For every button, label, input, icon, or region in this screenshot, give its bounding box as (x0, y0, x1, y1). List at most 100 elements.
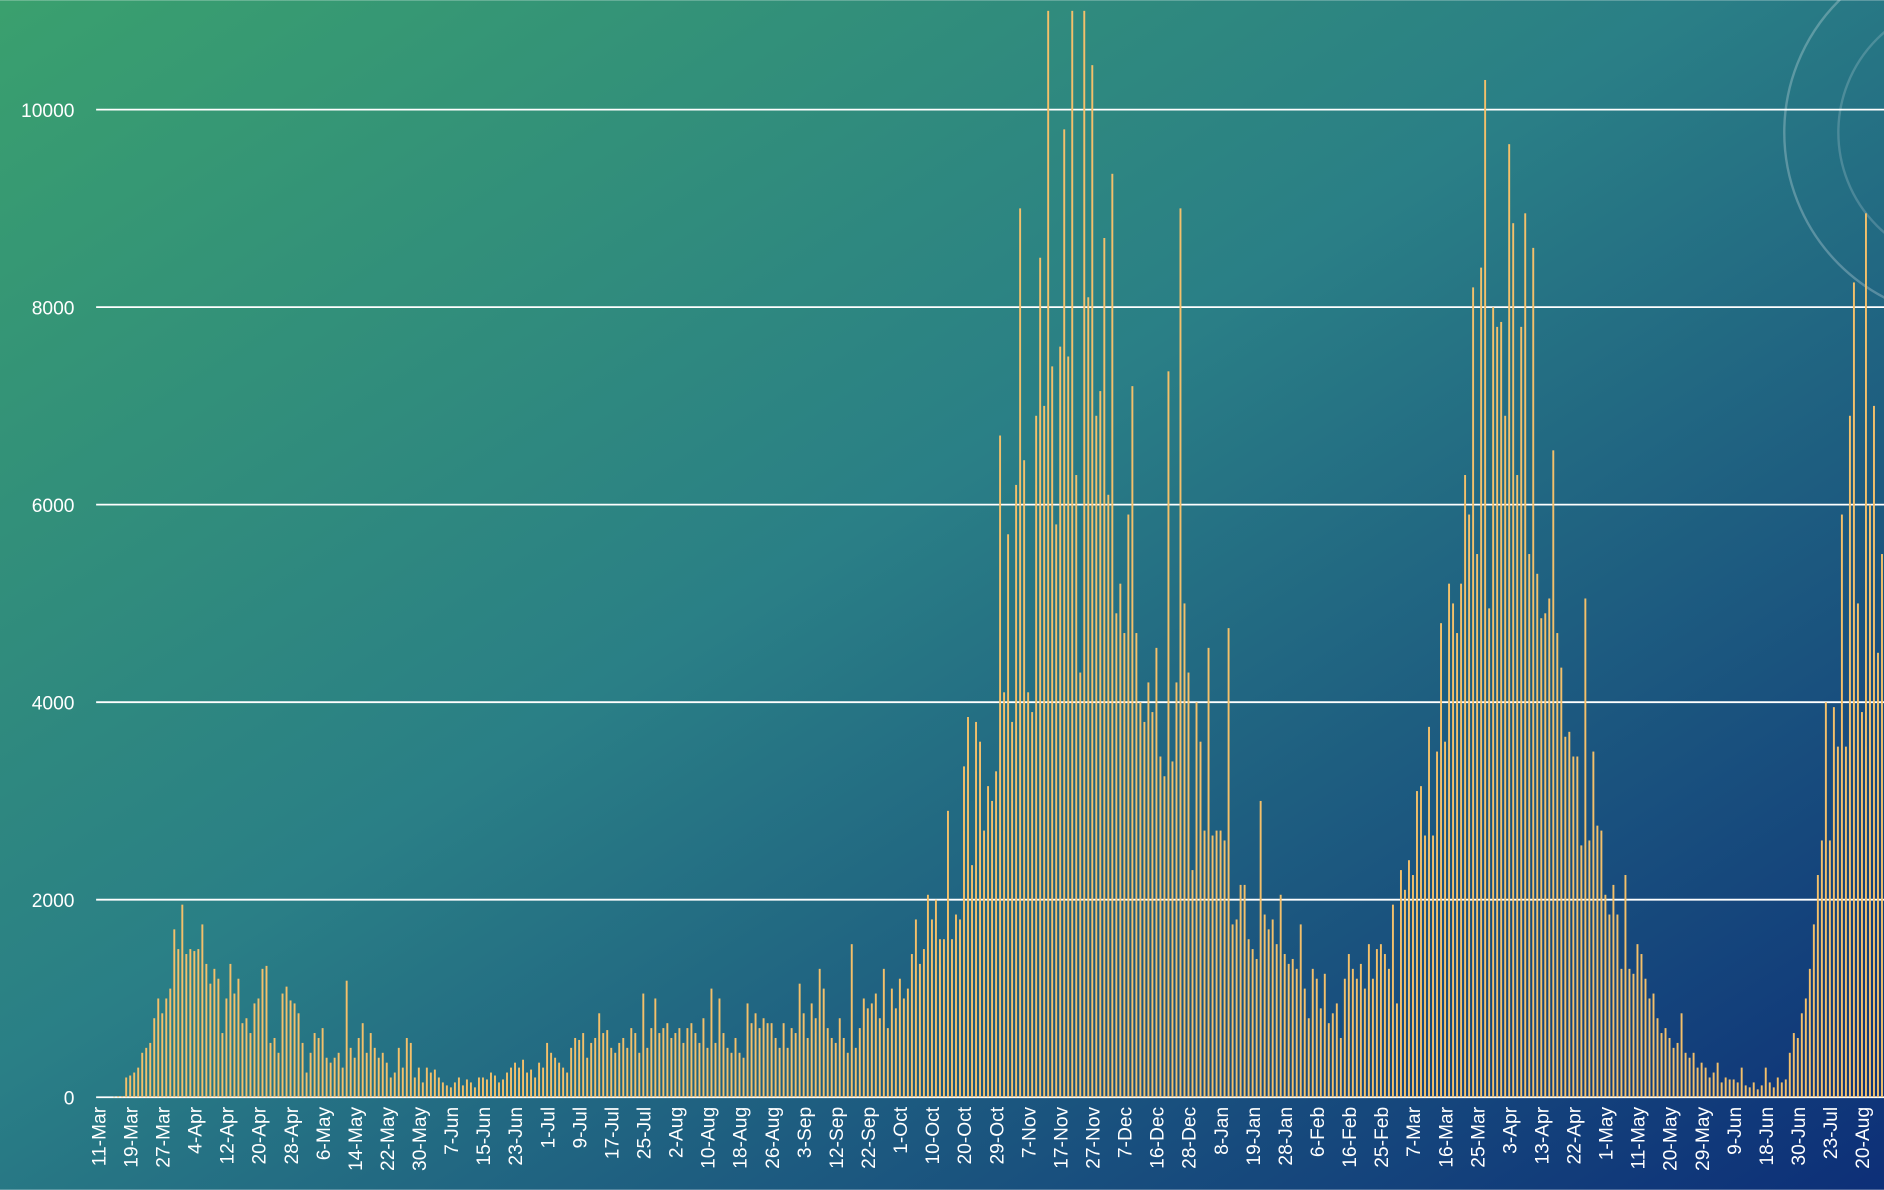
bar (1776, 1077, 1779, 1098)
bar (205, 963, 208, 1098)
bar (149, 1042, 152, 1098)
bar (943, 939, 945, 1098)
bar (133, 1072, 136, 1098)
x-tick-label: 7-Nov (1019, 1106, 1040, 1158)
bar (934, 899, 937, 1098)
bar (498, 1082, 500, 1098)
bar (1568, 731, 1571, 1098)
bar (1552, 450, 1555, 1098)
bar (738, 1052, 741, 1098)
bar (1784, 1079, 1787, 1098)
bar (1456, 633, 1459, 1098)
bar (253, 1003, 256, 1098)
bar (694, 1033, 697, 1098)
bar (1816, 875, 1819, 1098)
bar (285, 986, 288, 1098)
bar (1143, 721, 1146, 1098)
bar (558, 1062, 561, 1098)
bar (894, 1008, 897, 1098)
bar (1528, 554, 1531, 1098)
bar (1375, 949, 1378, 1098)
bar (686, 1028, 689, 1098)
bar (1556, 633, 1559, 1098)
bar (1063, 129, 1066, 1098)
bar (1624, 875, 1627, 1098)
bar (778, 1047, 781, 1098)
x-tick-label: 9-Jul (570, 1107, 591, 1149)
bar (1163, 776, 1166, 1098)
bar (429, 1072, 432, 1098)
bar (1075, 475, 1078, 1098)
bar (1039, 257, 1042, 1098)
bar (1672, 1047, 1675, 1098)
bar (1732, 1079, 1735, 1098)
bar (598, 1013, 601, 1098)
x-tick-label: 23-Jun (506, 1107, 527, 1166)
x-tick-label: 4-Apr (186, 1106, 207, 1154)
bar (257, 998, 260, 1098)
bar (1492, 307, 1495, 1098)
bar (554, 1057, 557, 1098)
bar (1047, 10, 1050, 1098)
bar (1311, 968, 1314, 1098)
bar (630, 1028, 633, 1098)
bar (618, 1042, 621, 1098)
bar (1347, 954, 1350, 1098)
bar (882, 968, 885, 1098)
bar (918, 963, 921, 1098)
bar (746, 1003, 749, 1098)
bar (1736, 1082, 1739, 1098)
bar (1111, 173, 1114, 1098)
bar (1408, 860, 1410, 1098)
bar (878, 1018, 881, 1098)
bar (345, 980, 348, 1098)
bar (658, 1033, 661, 1098)
bar (1403, 889, 1406, 1098)
bar (1139, 702, 1142, 1098)
bar (325, 1057, 328, 1098)
bar (249, 1033, 252, 1098)
bar (401, 1067, 404, 1098)
bar (786, 1047, 789, 1098)
bar (1764, 1067, 1767, 1098)
bar (822, 988, 825, 1098)
bar (445, 1085, 448, 1098)
bar (494, 1075, 496, 1098)
bar (1756, 1089, 1759, 1098)
bar (353, 1057, 356, 1098)
bar (1091, 65, 1094, 1098)
x-tick-label: 12-Sep (827, 1107, 848, 1169)
bar (1323, 973, 1326, 1098)
x-tick-label: 10-Oct (923, 1106, 944, 1164)
bar (1199, 741, 1202, 1098)
bar (538, 1062, 541, 1098)
bar (1351, 968, 1354, 1098)
bar (1247, 939, 1250, 1098)
bar (830, 1037, 833, 1098)
bar (1664, 1028, 1667, 1098)
x-tick-label: 23-Jul (1821, 1107, 1842, 1159)
bar (189, 949, 192, 1098)
bar (654, 998, 657, 1098)
bar (1420, 786, 1422, 1098)
bar (1881, 554, 1883, 1098)
bar (477, 1077, 480, 1098)
bar (782, 1023, 785, 1098)
bar (241, 1023, 244, 1098)
bar (690, 1023, 693, 1098)
bar (341, 1067, 344, 1098)
bar (1560, 667, 1563, 1098)
bar (586, 1057, 589, 1098)
x-tick-label: 25-Feb (1372, 1107, 1393, 1168)
bar (1744, 1085, 1747, 1098)
bar (1708, 1077, 1711, 1098)
bar (1363, 988, 1366, 1098)
bar (1656, 1018, 1659, 1098)
bar (1211, 835, 1214, 1098)
bar (1303, 988, 1306, 1098)
bar (1508, 144, 1511, 1098)
bar (1660, 1033, 1663, 1098)
bar (1792, 1033, 1795, 1098)
bar (137, 1067, 140, 1098)
x-tick-label: 17-Jul (602, 1107, 623, 1159)
